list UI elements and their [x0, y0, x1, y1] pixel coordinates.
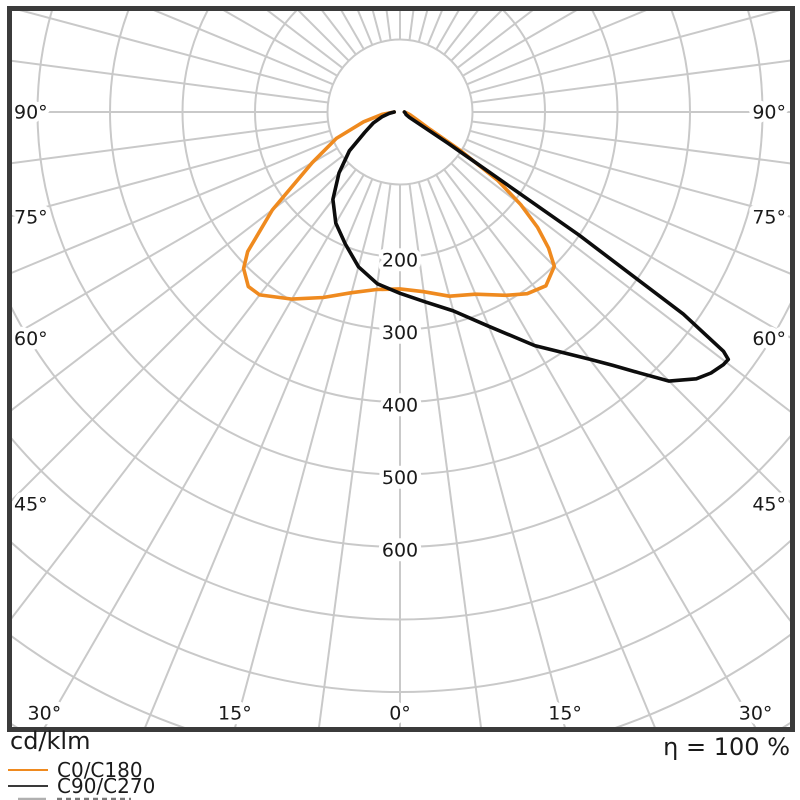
- tick-labels: 200 300 400 500 600 90° 75° 60° 45° 90° 75° 60° 45° 3…: [10, 97, 791, 729]
- tick-label: 75°: [752, 207, 786, 229]
- tick-label: 90°: [752, 102, 786, 124]
- efficiency-label: η = 100 %: [663, 733, 790, 761]
- tick-label: 30°: [28, 703, 62, 725]
- grid-spoke: [318, 183, 392, 727]
- legend-label-c90-c270: C90/C270: [57, 774, 155, 798]
- tick-label: 15°: [548, 703, 582, 725]
- grid-spoke: [469, 129, 790, 218]
- grid-spoke: [462, 147, 790, 339]
- grid-spoke: [12, 129, 331, 218]
- tick-label: 45°: [752, 494, 786, 516]
- grid-spoke: [223, 11, 338, 77]
- tick-label: 60°: [14, 328, 48, 350]
- grid-spoke: [19, 11, 331, 95]
- grid-spoke: [43, 174, 365, 727]
- intensity-curves: [241, 110, 731, 383]
- plot-frame: [7, 6, 795, 732]
- tick-label: 600: [382, 540, 418, 562]
- grid-spoke: [12, 168, 357, 620]
- units-label: cd/klm: [10, 727, 90, 755]
- tick-label: 300: [382, 322, 418, 344]
- grid-spoke: [12, 155, 344, 411]
- tick-label: 500: [382, 467, 418, 489]
- tick-label: 60°: [752, 328, 786, 350]
- grid-spoke: [12, 162, 350, 502]
- grid-spoke: [466, 11, 647, 86]
- grid-spoke: [435, 174, 757, 727]
- grid-spoke: [144, 178, 374, 727]
- grid-spoke: [12, 59, 329, 104]
- tick-label: 45°: [14, 494, 48, 516]
- tick-label: 200: [382, 250, 418, 272]
- tick-label: 90°: [14, 102, 48, 124]
- grid-spoke: [469, 11, 781, 95]
- tick-label: 0°: [389, 703, 411, 725]
- grid-spoke: [456, 155, 790, 413]
- curve-c90-c270: [331, 110, 731, 383]
- tick-label: 30°: [739, 703, 773, 725]
- legend-row: C90/C270: [8, 774, 155, 798]
- grid-spoke: [234, 181, 383, 727]
- grid-spoke: [443, 168, 790, 622]
- tick-label: 400: [382, 395, 418, 417]
- grid-spoke: [153, 11, 334, 86]
- tick-label: 75°: [14, 207, 48, 229]
- grid-spoke: [471, 120, 790, 165]
- grid-spoke: [450, 162, 790, 504]
- tick-label: 15°: [218, 703, 252, 725]
- grid-spoke: [471, 59, 790, 104]
- grid-spoke: [12, 147, 338, 338]
- grid-spoke: [426, 178, 656, 727]
- legend: C0/C180 C90/C270: [8, 758, 155, 800]
- grid-spoke: [462, 11, 578, 77]
- legend-label-c0-c180: C0/C180: [57, 758, 143, 782]
- grid-spoke: [466, 138, 790, 275]
- legend-row: C0/C180: [8, 758, 143, 782]
- grid-spoke: [12, 138, 334, 274]
- grid-spoke: [12, 120, 329, 165]
